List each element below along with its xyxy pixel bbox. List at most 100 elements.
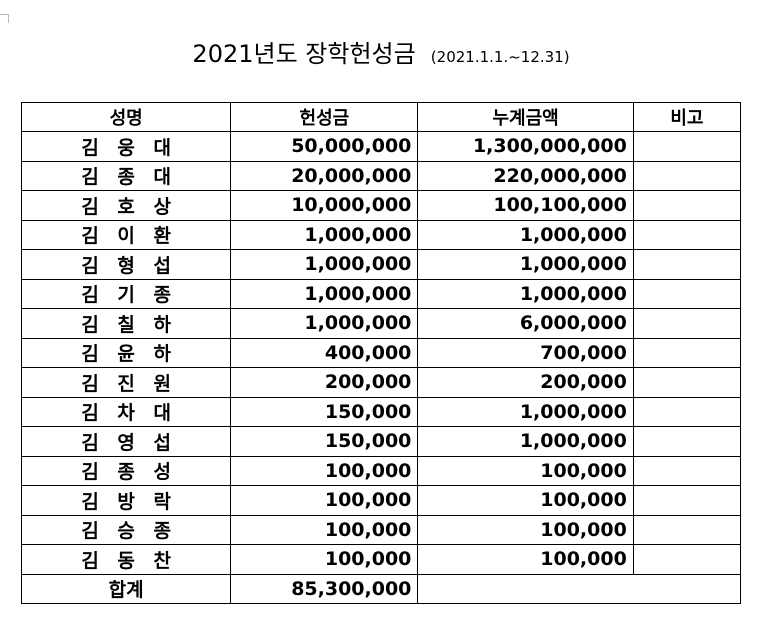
total-amount: 85,300,000 [230, 573, 419, 604]
row-amount: 20,000,000 [230, 160, 419, 191]
row-name: 김 승 종 [20, 514, 232, 545]
row-note [632, 396, 742, 427]
row-name-text: 김 동 찬 [81, 549, 177, 572]
header-name: 성명 [20, 102, 232, 132]
table-row: 김 승 종 100,000 100,000 [20, 514, 742, 545]
row-name: 김 진 원 [20, 367, 232, 398]
table-row: 김 기 종 1,000,000 1,000,000 [20, 278, 742, 309]
row-name-text: 김 차 대 [81, 402, 177, 425]
row-cumulative: 100,000 [417, 455, 634, 486]
row-note [632, 249, 742, 280]
row-cumulative: 200,000 [417, 367, 634, 398]
row-name: 김 칠 하 [20, 308, 232, 339]
row-name-text: 김 종 성 [81, 461, 177, 484]
row-cumulative: 1,300,000,000 [417, 131, 634, 162]
table-row: 김 윤 하 400,000 700,000 [20, 337, 742, 368]
row-amount: 150,000 [230, 426, 419, 457]
document-title: 2021년도 장학헌성금 [192, 40, 416, 68]
table-row: 김 진 원 200,000 200,000 [20, 367, 742, 398]
table-row: 김 형 섭 1,000,000 1,000,000 [20, 249, 742, 280]
row-note [632, 308, 742, 339]
row-name-text: 김 승 종 [81, 520, 177, 543]
row-amount: 100,000 [230, 455, 419, 486]
row-name-text: 김 방 락 [81, 490, 177, 513]
row-cumulative: 700,000 [417, 337, 634, 368]
row-note [632, 514, 742, 545]
row-amount: 150,000 [230, 396, 419, 427]
row-cumulative: 100,000 [417, 485, 634, 516]
row-cumulative: 6,000,000 [417, 308, 634, 339]
row-name-text: 김 윤 하 [81, 343, 177, 366]
row-note [632, 131, 742, 162]
row-amount: 100,000 [230, 514, 419, 545]
row-amount: 200,000 [230, 367, 419, 398]
table-row: 김 동 찬 100,000 100,000 [20, 544, 742, 575]
row-name-text: 김 영 섭 [81, 431, 177, 454]
row-amount: 10,000,000 [230, 190, 419, 221]
row-note [632, 367, 742, 398]
row-note [632, 278, 742, 309]
header-note: 비고 [632, 102, 742, 132]
row-note [632, 160, 742, 191]
row-cumulative: 1,000,000 [417, 278, 634, 309]
donation-table: 성명 헌성금 누계금액 비고 김 웅 대 50,000,000 1,300,000,… [20, 102, 742, 604]
row-note [632, 219, 742, 250]
row-name-text: 김 웅 대 [81, 136, 177, 159]
row-note [632, 190, 742, 221]
row-name: 김 종 대 [20, 160, 232, 191]
total-row: 합계 85,300,000 [20, 573, 741, 604]
row-amount: 50,000,000 [230, 131, 419, 162]
row-amount: 1,000,000 [230, 278, 419, 309]
table-row: 김 종 대 20,000,000 220,000,000 [20, 160, 742, 191]
row-cumulative: 1,000,000 [417, 219, 634, 250]
table-row: 김 칠 하 1,000,000 6,000,000 [20, 308, 742, 339]
row-name-text: 김 형 섭 [81, 254, 177, 277]
document-period: (2021.1.1.~12.31) [430, 48, 570, 66]
row-name: 김 기 종 [20, 278, 232, 309]
row-amount: 400,000 [230, 337, 419, 368]
row-cumulative: 1,000,000 [417, 249, 634, 280]
row-name: 김 이 환 [20, 219, 232, 250]
total-blank [417, 573, 741, 604]
row-cumulative: 100,000 [417, 544, 634, 575]
table-row: 김 웅 대 50,000,000 1,300,000,000 [20, 131, 742, 162]
row-amount: 1,000,000 [230, 308, 419, 339]
table-row: 김 차 대 150,000 1,000,000 [20, 396, 742, 427]
row-name: 김 호 상 [20, 190, 232, 221]
page-corner-mark [0, 14, 9, 23]
row-cumulative: 1,000,000 [417, 426, 634, 457]
row-note [632, 544, 742, 575]
table-row: 김 이 환 1,000,000 1,000,000 [20, 219, 742, 250]
row-amount: 100,000 [230, 485, 419, 516]
row-name: 김 차 대 [20, 396, 232, 427]
row-note [632, 455, 742, 486]
row-cumulative: 1,000,000 [417, 396, 634, 427]
row-name: 김 윤 하 [20, 337, 232, 368]
row-cumulative: 100,100,000 [417, 190, 634, 221]
table-row: 김 종 성 100,000 100,000 [20, 455, 742, 486]
row-name: 김 형 섭 [20, 249, 232, 280]
row-name: 김 방 락 [20, 485, 232, 516]
row-name-text: 김 호 상 [81, 195, 177, 218]
header-amount: 헌성금 [230, 102, 419, 132]
row-cumulative: 220,000,000 [417, 160, 634, 191]
row-amount: 1,000,000 [230, 219, 419, 250]
row-name: 김 종 성 [20, 455, 232, 486]
row-name-text: 김 진 원 [81, 372, 177, 395]
row-name-text: 김 기 종 [81, 284, 177, 307]
table-row: 김 호 상 10,000,000 100,100,000 [20, 190, 742, 221]
table-body: 김 웅 대 50,000,000 1,300,000,000 김 종 대 20,000,… [20, 131, 742, 575]
row-note [632, 485, 742, 516]
row-note [632, 426, 742, 457]
row-name-text: 김 칠 하 [81, 313, 177, 336]
table-row: 김 영 섭 150,000 1,000,000 [20, 426, 742, 457]
row-name-text: 김 이 환 [81, 225, 177, 248]
row-cumulative: 100,000 [417, 514, 634, 545]
document-header: 2021년도 장학헌성금 (2021.1.1.~12.31) [0, 34, 762, 69]
table-row: 김 방 락 100,000 100,000 [20, 485, 742, 516]
table-header-row: 성명 헌성금 누계금액 비고 [20, 102, 742, 132]
row-amount: 1,000,000 [230, 249, 419, 280]
row-note [632, 337, 742, 368]
total-label: 합계 [20, 573, 232, 604]
row-amount: 100,000 [230, 544, 419, 575]
